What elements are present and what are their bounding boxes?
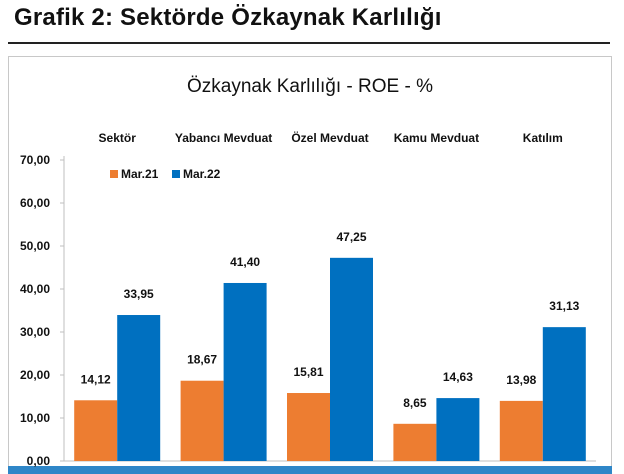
bar (117, 315, 161, 461)
legend-swatch (172, 170, 180, 178)
y-tick-label: 0,00 (27, 454, 51, 468)
bar (330, 257, 373, 461)
bar (180, 380, 224, 461)
y-tick-label: 10,00 (20, 411, 50, 425)
bar (287, 393, 330, 461)
legend-swatch (110, 170, 118, 178)
legend-label: Mar.21 (121, 167, 159, 181)
data-label: 8,65 (403, 396, 427, 410)
bar (393, 423, 437, 461)
data-label: 47,25 (336, 230, 366, 244)
data-label: 33,95 (124, 287, 154, 301)
data-label: 13,98 (506, 373, 536, 387)
category-labels: Sektör Yabancı Mevduat Özel Mevduat Kamu Me… (99, 130, 563, 145)
bottom-border-strip (8, 466, 612, 474)
bar (436, 398, 480, 461)
chart-title: Özkaynak Karlılığı - ROE - % (187, 76, 433, 97)
data-label: 15,81 (293, 365, 323, 379)
bars (74, 257, 586, 461)
title-divider (8, 42, 610, 44)
data-label: 31,13 (549, 299, 579, 313)
category-label: Katılım (523, 131, 563, 145)
legend: Mar.21 Mar.22 (110, 167, 221, 181)
data-label: 14,63 (443, 370, 473, 384)
y-tick-label: 40,00 (20, 282, 50, 296)
y-tick-label: 60,00 (20, 196, 50, 210)
data-label: 18,67 (187, 353, 217, 367)
bar (74, 400, 118, 461)
bar (542, 327, 586, 461)
category-label: Yabancı Mevduat (175, 131, 272, 145)
legend-label: Mar.22 (183, 167, 221, 181)
page-title: Grafik 2: Sektörde Özkaynak Karlılığı (14, 4, 442, 31)
bar (223, 282, 267, 461)
y-tick-label: 20,00 (20, 368, 50, 382)
axis-layer: 0,00 10,00 20,00 30,00 40,00 50,00 60,00 70,00 (20, 153, 596, 468)
y-tick-label: 70,00 (20, 153, 50, 167)
y-tick-label: 50,00 (20, 239, 50, 253)
category-label: Kamu Mevduat (394, 131, 479, 145)
y-tick-label: 30,00 (20, 325, 50, 339)
category-label: Özel Mevduat (291, 130, 368, 145)
bar (499, 400, 543, 461)
data-label: 41,40 (230, 255, 260, 269)
category-label: Sektör (99, 131, 137, 145)
data-labels: 14,12 33,95 18,67 41,40 15,81 47,25 8,65 14,63 1… (81, 230, 580, 410)
data-label: 14,12 (81, 372, 111, 386)
